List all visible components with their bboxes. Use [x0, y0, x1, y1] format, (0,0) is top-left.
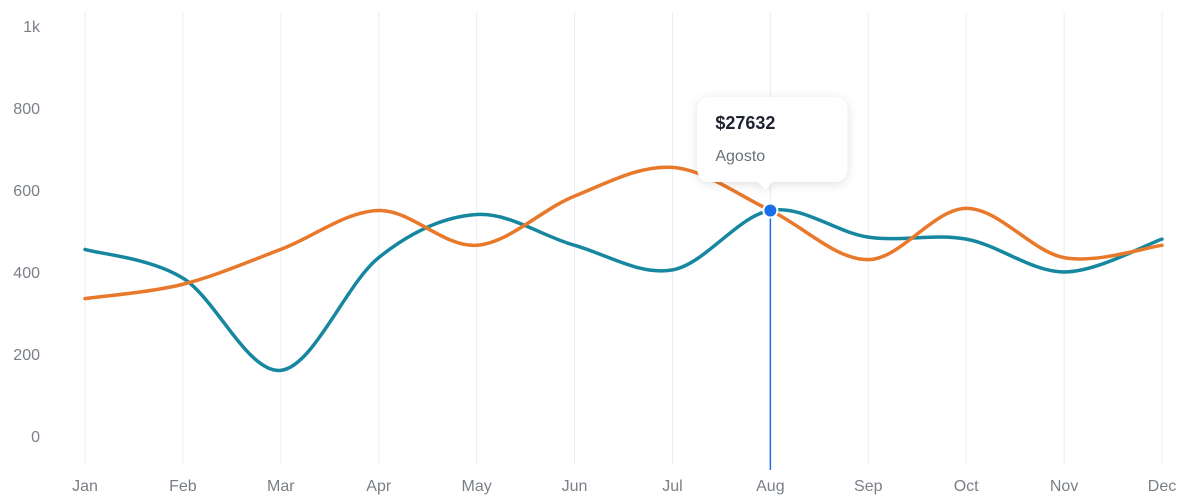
y-tick-label: 800: [13, 101, 40, 118]
x-tick-label: Aug: [756, 478, 784, 495]
x-tick-label: Dec: [1148, 478, 1176, 495]
x-tick-label: Jun: [562, 478, 588, 495]
tooltip: $27632 Agosto: [697, 97, 848, 470]
line-series: [83, 165, 1164, 301]
tooltip-label: Agosto: [715, 148, 765, 165]
y-tick-label: 400: [13, 265, 40, 282]
x-tick-label: May: [462, 478, 492, 495]
x-tick-label: Oct: [954, 478, 979, 495]
x-tick-label: Apr: [366, 478, 392, 495]
x-tick-label: Feb: [169, 478, 197, 495]
x-tick-label: Jan: [72, 478, 98, 495]
tooltip-box: [697, 97, 848, 190]
x-tick-label: Jul: [662, 478, 682, 495]
tooltip-value: $27632: [715, 113, 775, 133]
hover-point: [762, 202, 779, 219]
x-tick-label: Nov: [1050, 478, 1078, 495]
y-tick-label: 200: [13, 347, 40, 364]
lines: [83, 165, 1164, 373]
y-tick-label: 0: [31, 429, 40, 446]
y-tick-label: 1k: [23, 19, 41, 36]
y-tick-label: 600: [13, 183, 40, 200]
x-tick-label: Sep: [854, 478, 883, 495]
x-tick-label: Mar: [267, 478, 295, 495]
line-series: [83, 207, 1164, 373]
